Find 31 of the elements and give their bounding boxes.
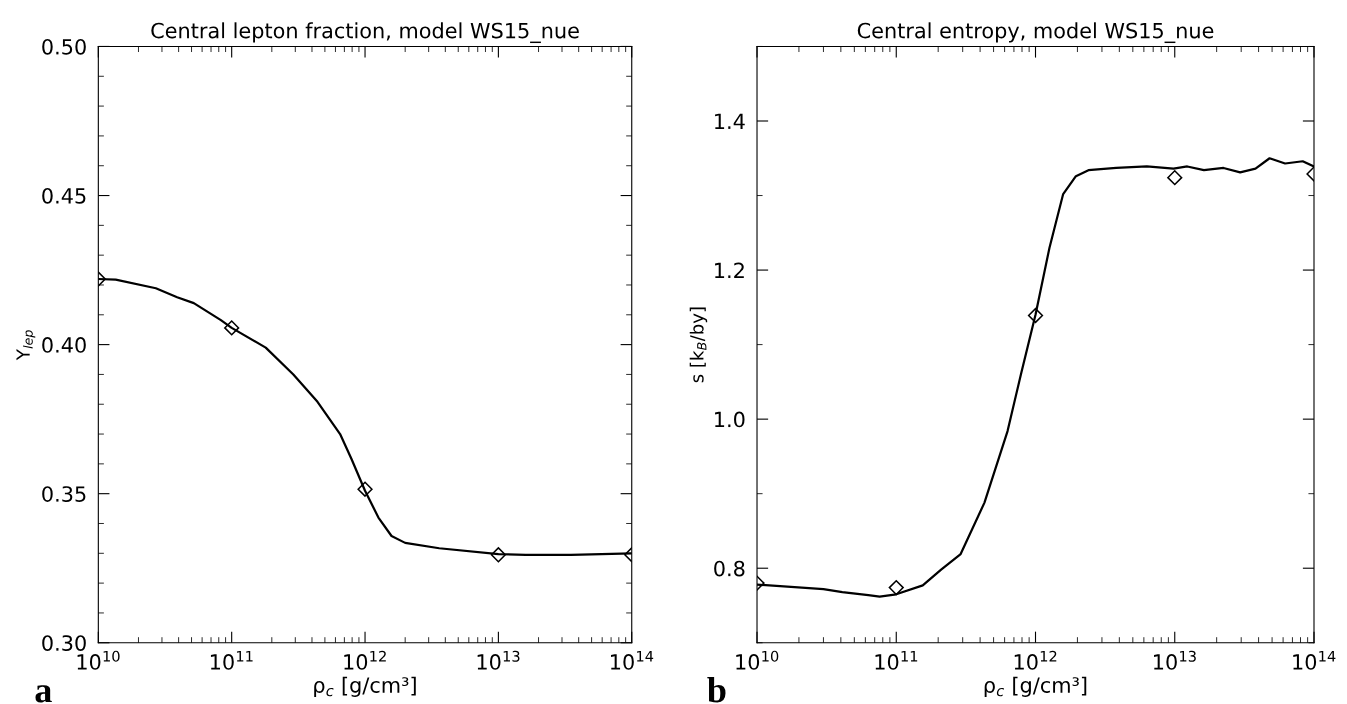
x-tick-label: 10$^{14}$ <box>1293 650 1336 670</box>
point <box>1027 307 1044 324</box>
x-axis-title: ρ$_{c}$ [g/cm³] <box>314 676 416 697</box>
y-tick-label: 0.50 <box>42 38 86 55</box>
y-axis-title: Y$_{lep}$ <box>16 330 36 361</box>
x-tick-label: 10$^{10}$ <box>736 650 779 670</box>
x-tick-label: 10$^{12}$ <box>1014 650 1057 670</box>
y-tick-label: 0.45 <box>42 187 86 204</box>
y-tick-label: 1.4 <box>715 113 745 129</box>
x-tick-label: 10$^{14}$ <box>611 650 654 670</box>
y-axis-title: s [k$_{B}$/by] <box>689 307 708 383</box>
y-tick-label: 0.30 <box>42 635 86 651</box>
x-tick-label: 10$^{13}$ <box>477 650 520 670</box>
x-tick-label: 10$^{10}$ <box>77 650 120 670</box>
x-tick-label: 10$^{13}$ <box>1154 650 1196 670</box>
point <box>224 320 240 336</box>
text: b <box>707 677 726 703</box>
y-tick-label: 1.0 <box>715 411 745 428</box>
y-tick-label: 0.40 <box>42 337 86 353</box>
x-tick-label: 10$^{11}$ <box>210 650 253 670</box>
point <box>490 547 507 563</box>
point <box>357 481 373 497</box>
y-tick-label: 1.2 <box>715 262 744 278</box>
chart-title: Central lepton fraction, model WS15_nue <box>151 22 579 44</box>
x-tick-label: 10$^{12}$ <box>344 650 386 670</box>
x-axis-title: ρ$_{c}$ [g/cm³] <box>984 676 1087 697</box>
x-tick-label: 10$^{11}$ <box>875 650 918 670</box>
y-tick-label: 0.35 <box>42 486 86 502</box>
chart-title: Central entropy, model WS15_nue <box>857 22 1214 44</box>
text: a <box>35 685 52 703</box>
y-tick-label: 0.8 <box>714 560 745 577</box>
